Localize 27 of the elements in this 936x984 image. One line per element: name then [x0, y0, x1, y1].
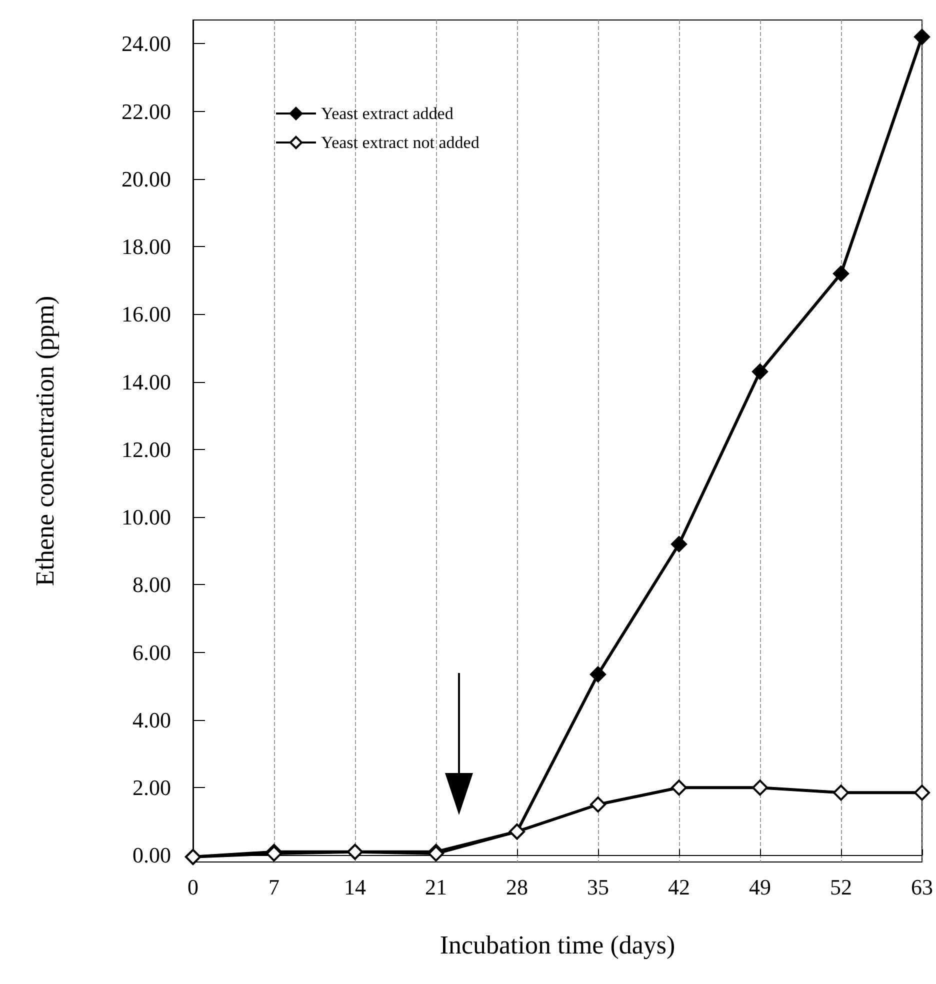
- x-tick-label: 35: [587, 874, 609, 900]
- y-tick-label: 2.00: [132, 775, 171, 800]
- x-tick-label: 63: [911, 874, 933, 900]
- y-tick-label: 4.00: [132, 707, 171, 732]
- legend-label: Yeast extract added: [321, 104, 454, 123]
- y-tick-label: 14.00: [122, 369, 171, 394]
- y-tick-label: 24.00: [122, 31, 171, 56]
- y-tick-label: 0.00: [132, 842, 171, 868]
- y-tick-label: 20.00: [122, 166, 171, 192]
- x-tick-label: 49: [749, 874, 771, 900]
- y-tick-label: 12.00: [122, 436, 171, 462]
- y-axis-title: Ethene concentration (ppm): [30, 296, 60, 586]
- y-tick-label: 18.00: [122, 234, 171, 260]
- x-tick-label: 14: [344, 874, 366, 900]
- x-tick-label: 28: [506, 874, 528, 900]
- y-tick-label: 6.00: [132, 640, 171, 665]
- x-tick-label: 0: [188, 874, 198, 900]
- x-tick-label: 52: [830, 874, 852, 900]
- x-tick-label: 21: [425, 874, 447, 900]
- legend-label: Yeast extract not added: [321, 133, 480, 152]
- y-tick-label: 22.00: [122, 98, 171, 124]
- y-tick-label: 8.00: [132, 572, 171, 598]
- y-tick-label: 16.00: [122, 302, 171, 327]
- x-axis-title: Incubation time (days): [440, 930, 676, 960]
- y-tick-label: 10.00: [122, 504, 171, 530]
- x-tick-label: 7: [268, 874, 280, 900]
- x-tick-label: 42: [668, 874, 690, 900]
